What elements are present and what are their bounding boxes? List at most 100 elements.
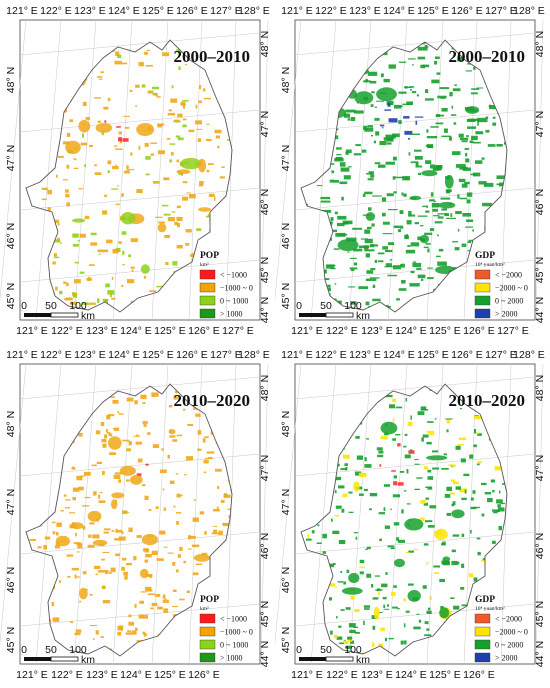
change-patch: [436, 255, 441, 258]
lat-tick-label: 45° N: [534, 257, 546, 283]
change-patch: [77, 239, 80, 242]
change-patch: [128, 254, 131, 258]
change-patch: [367, 178, 374, 181]
region-boundary: [300, 383, 508, 657]
lon-tick-label: 125° E: [429, 669, 461, 681]
change-cluster: [380, 421, 398, 435]
change-patch: [422, 434, 429, 438]
change-patch: [434, 60, 437, 65]
lat-tick-label: 46° N: [280, 567, 292, 593]
lon-tick-label: 123° E: [74, 349, 106, 361]
change-patch: [336, 616, 338, 619]
change-patch: [439, 87, 450, 90]
change-patch: [358, 472, 367, 477]
lat-tick-label: 48° N: [5, 67, 17, 93]
change-patch: [441, 108, 448, 112]
change-patch: [453, 122, 457, 125]
change-patch: [94, 172, 102, 175]
change-patch: [189, 535, 196, 539]
change-cluster: [72, 218, 86, 223]
change-patch: [373, 140, 376, 144]
change-patch: [380, 436, 388, 440]
change-patch: [441, 135, 451, 137]
meridian-line: [35, 363, 62, 665]
change-patch: [428, 607, 431, 611]
change-patch: [327, 284, 331, 288]
change-patch: [459, 137, 469, 141]
meridian-line: [0, 19, 27, 302]
change-cluster: [442, 556, 451, 562]
change-patch: [343, 640, 349, 645]
change-patch: [87, 544, 95, 548]
change-patch: [398, 229, 401, 233]
change-patch: [404, 86, 412, 88]
change-patch: [460, 458, 466, 463]
change-cluster: [353, 481, 360, 492]
change-patch: [398, 120, 402, 124]
change-patch: [438, 248, 444, 252]
change-patch: [185, 243, 190, 246]
change-patch: [78, 486, 84, 491]
scale-tick-label: 0: [296, 300, 302, 312]
change-patch: [188, 129, 195, 133]
change-patch: [386, 142, 392, 145]
change-patch: [412, 262, 422, 267]
lon-tick-label: 128° E: [513, 5, 545, 17]
change-patch: [59, 290, 63, 295]
change-patch: [202, 438, 206, 443]
change-patch: [136, 434, 139, 437]
change-patch: [496, 144, 503, 147]
change-patch: [177, 137, 184, 141]
map-canvas: 121° E 122° E 123° E 124° E 125° E 126° E 127°…: [275, 5, 546, 337]
change-patch: [88, 534, 92, 538]
change-patch: [483, 182, 494, 187]
change-patch: [381, 127, 384, 129]
change-patch: [446, 512, 451, 516]
change-patch: [429, 505, 437, 509]
change-patch: [388, 637, 394, 640]
change-patch: [169, 143, 176, 145]
change-patch: [71, 467, 76, 470]
change-patch: [356, 455, 363, 460]
change-patch: [384, 109, 392, 111]
change-patch: [434, 572, 440, 574]
change-patch: [350, 269, 355, 272]
change-patch: [145, 463, 149, 466]
change-patch: [220, 499, 225, 503]
change-patch: [337, 581, 344, 583]
change-patch: [382, 246, 388, 250]
change-cluster: [141, 534, 158, 546]
change-patch: [435, 165, 443, 169]
change-patch: [175, 135, 181, 138]
change-patch: [425, 486, 432, 488]
change-patch: [365, 548, 368, 550]
lon-tick-label: 124° E: [108, 349, 140, 361]
change-patch: [364, 191, 373, 195]
change-patch: [404, 454, 411, 459]
change-patch: [105, 283, 110, 288]
change-patch: [403, 193, 407, 197]
change-patch: [107, 414, 115, 417]
change-patch: [109, 452, 116, 456]
change-patch: [72, 496, 76, 501]
legend-label: −1000 ~ 0: [220, 628, 253, 637]
meridian-line: [275, 19, 302, 302]
lat-tick-label: 46° N: [259, 533, 271, 559]
change-patch: [390, 508, 392, 510]
parallel-line: [19, 453, 261, 477]
change-patch: [135, 84, 140, 88]
change-patch: [477, 121, 479, 126]
change-patch: [414, 463, 420, 465]
change-patch: [107, 170, 110, 173]
change-patch: [344, 463, 348, 467]
change-patch: [477, 117, 488, 123]
change-patch: [60, 509, 64, 512]
change-patch: [470, 506, 477, 510]
change-patch: [206, 123, 210, 125]
change-patch: [316, 185, 323, 187]
change-patch: [379, 538, 382, 541]
change-patch: [106, 415, 111, 420]
change-patch: [126, 562, 132, 566]
change-patch: [397, 539, 405, 543]
change-patch: [336, 636, 343, 640]
